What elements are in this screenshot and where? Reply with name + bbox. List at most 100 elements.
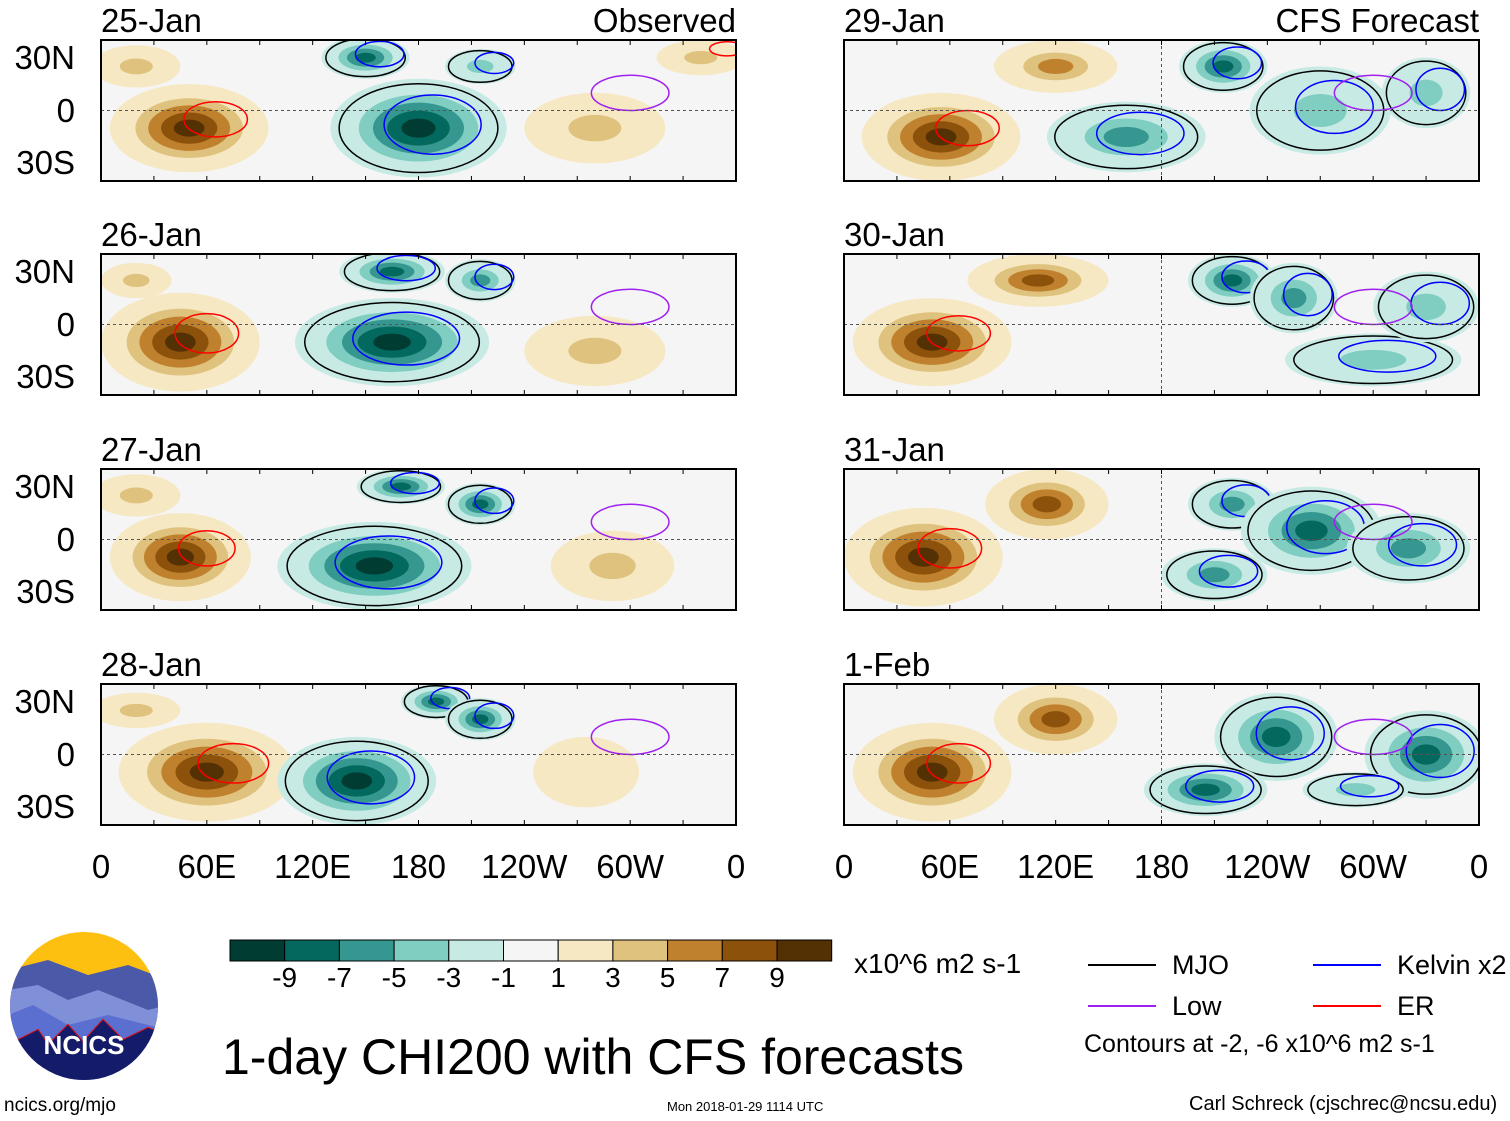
colorbar-tick: 5 bbox=[659, 962, 676, 993]
er-contour bbox=[197, 742, 270, 784]
er-contour bbox=[934, 109, 1000, 147]
x-tick-label: 180 bbox=[390, 848, 447, 885]
mjo-contour bbox=[1149, 765, 1262, 815]
colorbar-tick: 9 bbox=[769, 962, 785, 993]
y-tick-label: 30N bbox=[14, 468, 75, 505]
x-tick-label: 120W bbox=[1224, 848, 1311, 885]
anomaly-blob bbox=[472, 714, 489, 725]
anomaly-blob bbox=[390, 482, 412, 491]
mjo-contour bbox=[447, 260, 513, 301]
x-tick-label: 60W bbox=[1339, 848, 1408, 885]
colorbar-tick: 7 bbox=[714, 962, 731, 993]
anomaly-blob bbox=[1032, 496, 1062, 513]
anomaly-blob bbox=[1340, 349, 1407, 370]
panel-source-label: CFS Forecast bbox=[1275, 2, 1479, 39]
kelvin-contour bbox=[1198, 554, 1259, 588]
anomaly-blob bbox=[401, 118, 436, 138]
y-tick-label: 0 bbox=[56, 306, 75, 343]
colorbar-swatch bbox=[338, 939, 395, 962]
panel-date: 31-Jan bbox=[844, 431, 945, 468]
x-tick-label: 0 bbox=[1469, 848, 1489, 885]
y-tick-label: 30N bbox=[14, 39, 75, 76]
map-panel-25-Jan bbox=[100, 39, 737, 182]
kelvin-contour bbox=[383, 94, 482, 155]
mjo-contour bbox=[1385, 60, 1467, 126]
map-panel-26-Jan bbox=[100, 253, 737, 396]
mjo-contour bbox=[1307, 773, 1404, 807]
mjo-contour bbox=[1352, 515, 1465, 581]
er-contour bbox=[177, 529, 236, 567]
anomaly-blob bbox=[173, 119, 205, 137]
y-tick-label: 30S bbox=[16, 788, 75, 825]
anomaly-blob bbox=[123, 273, 150, 288]
anomaly-blob bbox=[908, 547, 939, 567]
kelvin-contour bbox=[1185, 769, 1255, 803]
y-tick-label: 30S bbox=[16, 358, 75, 395]
colorbar-swatch bbox=[503, 939, 559, 962]
anomaly-blob bbox=[1191, 783, 1220, 796]
anomaly-blob bbox=[916, 333, 948, 351]
y-tick-label: 30N bbox=[14, 683, 75, 720]
anomaly-blob bbox=[379, 266, 405, 277]
mjo-contour bbox=[1377, 274, 1475, 340]
mjo-contour bbox=[447, 484, 513, 525]
panel-source-label: Observed bbox=[592, 2, 736, 39]
anomaly-blob bbox=[1281, 287, 1307, 309]
kelvin-contour bbox=[389, 471, 440, 495]
mjo-contour bbox=[284, 740, 429, 822]
colorbar-swatch bbox=[393, 939, 450, 962]
mjo-contour bbox=[303, 301, 481, 383]
legend-line-low bbox=[1088, 1005, 1156, 1007]
kelvin-contour bbox=[352, 311, 461, 366]
anomaly-blob bbox=[1199, 567, 1230, 583]
contour-note: Contours at -2, -6 x10^6 m2 s-1 bbox=[1084, 1030, 1435, 1058]
x-tick-label: 60W bbox=[596, 848, 665, 885]
mjo-contour bbox=[338, 82, 499, 174]
x-tick-label: 120E bbox=[274, 848, 352, 885]
colorbar-swatch bbox=[721, 939, 778, 962]
colorbar-tick: 1 bbox=[550, 962, 566, 993]
colorbar-swatch bbox=[776, 939, 833, 962]
mjo-contour bbox=[343, 254, 441, 292]
anomaly-blob bbox=[1409, 79, 1443, 107]
anomaly-blob bbox=[684, 51, 718, 65]
x-tick-label: 180 bbox=[1133, 848, 1190, 885]
legend-label: MJO bbox=[1172, 950, 1229, 980]
kelvin-contour bbox=[1338, 339, 1437, 373]
x-tick-label: 60E bbox=[920, 848, 980, 885]
ncics-logo: NCICS bbox=[10, 932, 158, 1080]
colorbar-swatch bbox=[284, 939, 340, 962]
colorbar-tick: -1 bbox=[491, 962, 516, 993]
kelvin-contour bbox=[1339, 774, 1400, 798]
map-panel-29-Jan bbox=[843, 39, 1480, 182]
colorbar-tick: 3 bbox=[605, 962, 621, 993]
url-label: ncics.org/mjo bbox=[4, 1095, 116, 1116]
colorbar-tick: -5 bbox=[381, 962, 407, 993]
anomaly-blob bbox=[472, 499, 489, 510]
kelvin-contour bbox=[474, 51, 515, 75]
panel-date: 25-Jan bbox=[101, 2, 202, 39]
anomaly-blob bbox=[916, 762, 948, 782]
figure-title: 1-day CHI200 with CFS forecasts bbox=[222, 1029, 964, 1085]
kelvin-contour bbox=[1405, 723, 1475, 779]
anomaly-blob bbox=[355, 557, 394, 575]
anomaly-blob bbox=[568, 114, 622, 142]
colorbar-tick: -7 bbox=[326, 962, 352, 993]
panel-date: 26-Jan bbox=[101, 216, 202, 253]
mjo-contour bbox=[1166, 550, 1263, 600]
panel-date: 1-Feb bbox=[844, 646, 931, 683]
kelvin-contour bbox=[376, 254, 437, 282]
x-tick-label: 60E bbox=[177, 848, 237, 885]
mjo-contour bbox=[1182, 41, 1264, 91]
colorbar-swatch bbox=[557, 939, 614, 962]
svg-text:NCICS: NCICS bbox=[44, 1030, 125, 1060]
anomaly-blob bbox=[355, 52, 376, 63]
er-contour bbox=[183, 100, 249, 138]
er-contour bbox=[708, 41, 736, 57]
x-tick-label: 120E bbox=[1017, 848, 1095, 885]
er-contour bbox=[174, 312, 240, 354]
colorbar-swatch bbox=[612, 939, 669, 962]
map-panel-31-Jan bbox=[843, 468, 1480, 611]
anomaly-blob bbox=[1041, 711, 1070, 728]
